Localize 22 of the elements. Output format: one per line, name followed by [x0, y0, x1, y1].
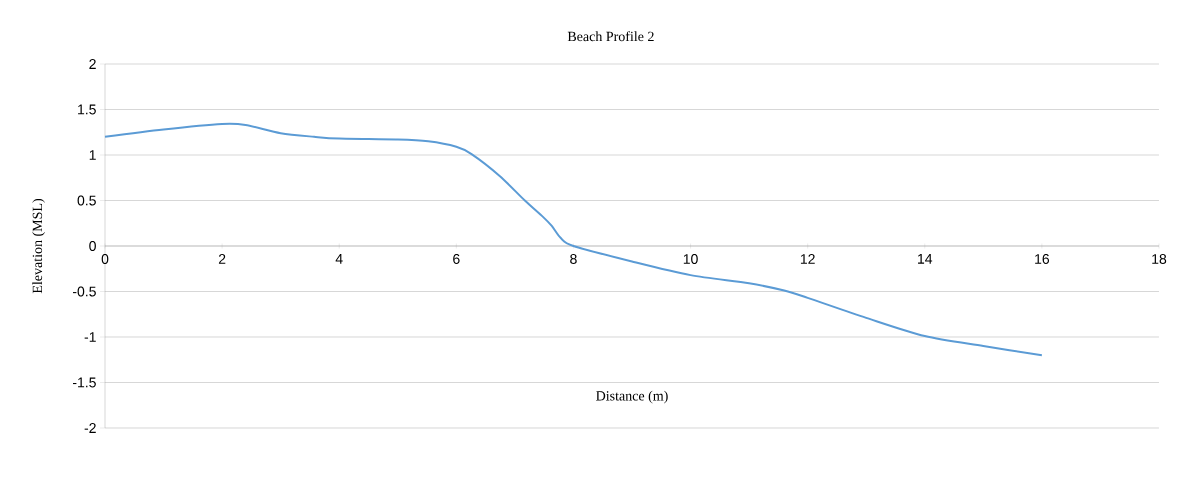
x-tick-label: 14 — [918, 254, 933, 264]
y-tick-label: -0.5 — [72, 286, 96, 297]
x-tick-label: 8 — [570, 254, 577, 264]
x-tick-label: 12 — [800, 254, 815, 264]
x-tick-label: 16 — [1035, 254, 1050, 264]
y-tick-label: -1.5 — [72, 377, 96, 388]
x-tick-label: 18 — [1152, 254, 1167, 264]
y-tick-label: 2 — [89, 59, 96, 69]
x-tick-label: 6 — [453, 254, 460, 264]
chart-title: Beach Profile 2 — [567, 31, 654, 42]
y-tick-label: 1 — [89, 150, 96, 160]
x-tick-label: 4 — [335, 254, 343, 264]
y-tick-label: -2 — [84, 423, 96, 433]
x-axis-title: Distance (m) — [596, 390, 668, 404]
y-tick-label: -1 — [84, 332, 96, 342]
x-tick-label: 2 — [218, 254, 226, 264]
y-tick-label: 0 — [89, 241, 96, 251]
x-tick-label: 10 — [683, 254, 698, 264]
x-tick-label: 0 — [101, 254, 109, 264]
y-axis-title: Elevation (MSL) — [32, 198, 45, 294]
y-tick-label: 0.5 — [77, 195, 96, 206]
y-tick-label: 1.5 — [78, 104, 96, 115]
